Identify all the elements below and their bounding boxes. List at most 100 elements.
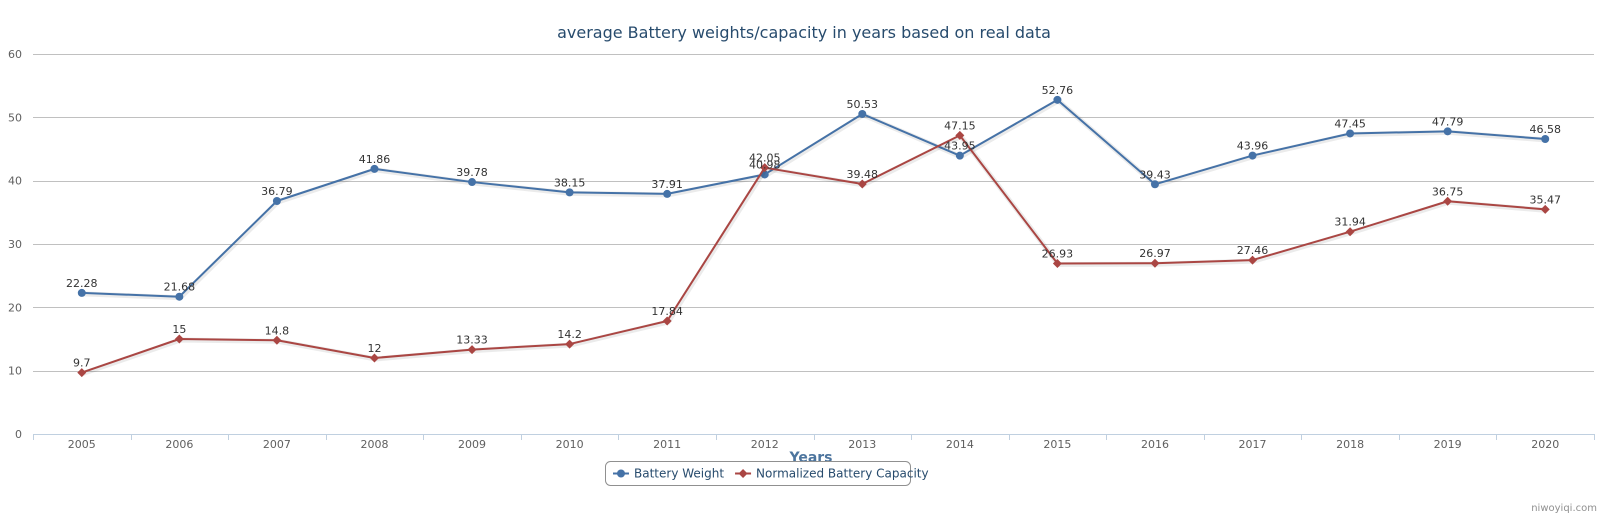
data-label: 26.97 <box>1139 247 1171 260</box>
data-label: 39.78 <box>456 166 488 179</box>
data-point[interactable] <box>272 335 282 345</box>
data-label: 46.58 <box>1529 123 1561 136</box>
legend-box <box>605 461 911 486</box>
x-tick-label: 2018 <box>1336 438 1364 451</box>
data-label: 22.28 <box>66 277 98 290</box>
x-tick-label: 2015 <box>1043 438 1071 451</box>
data-point[interactable] <box>175 292 184 301</box>
data-label: 47.79 <box>1432 115 1464 128</box>
series-shadow <box>82 97 1547 301</box>
x-tick-label: 2008 <box>360 438 388 451</box>
data-point[interactable] <box>1150 180 1159 189</box>
data-label: 26.93 <box>1042 247 1074 260</box>
legend[interactable]: Battery Weight Normalized Battery Capacit… <box>605 461 929 486</box>
data-label: 21.68 <box>164 281 196 294</box>
x-tick-label: 2017 <box>1239 438 1267 451</box>
grid-lines <box>33 54 1594 372</box>
data-label: 15 <box>172 323 186 336</box>
y-tick-label: 20 <box>8 301 22 314</box>
series-line[interactable] <box>81 98 1546 298</box>
data-label: 41.86 <box>359 153 391 166</box>
data-point[interactable] <box>663 189 672 198</box>
data-label: 47.45 <box>1334 117 1366 130</box>
y-tick-label: 60 <box>8 48 22 61</box>
y-tick-label: 0 <box>15 428 22 441</box>
data-point[interactable] <box>565 188 574 197</box>
data-point[interactable] <box>174 334 184 344</box>
y-tick-label: 40 <box>8 175 22 188</box>
legend-item-battery-weight[interactable]: Battery Weight <box>613 467 724 481</box>
data-point[interactable] <box>1053 95 1062 104</box>
data-point[interactable] <box>955 151 964 160</box>
data-point[interactable] <box>370 164 379 173</box>
data-point[interactable] <box>1248 255 1258 265</box>
series-battery-weight <box>77 95 1550 301</box>
data-point[interactable] <box>955 130 965 140</box>
y-tick-label: 10 <box>8 365 22 378</box>
x-tick-label: 2012 <box>751 438 779 451</box>
data-label: 37.91 <box>651 178 683 191</box>
x-tick-label: 2011 <box>653 438 681 451</box>
data-labels: 22.28 21.68 36.79 41.86 39.78 38.15 37.91 40.98… <box>66 84 1561 370</box>
data-label: 43.95 <box>944 140 976 153</box>
data-label: 9.7 <box>73 357 91 370</box>
data-label: 35.47 <box>1529 193 1561 206</box>
data-point[interactable] <box>1540 204 1550 214</box>
y-axis: 0 10 20 30 40 50 60 <box>8 48 22 441</box>
data-label: 39.48 <box>847 168 879 181</box>
data-label: 13.33 <box>456 334 488 347</box>
data-label: 36.79 <box>261 185 293 198</box>
data-label: 50.53 <box>847 98 879 111</box>
data-point[interactable] <box>1150 258 1160 268</box>
x-tick-label: 2016 <box>1141 438 1169 451</box>
data-point[interactable] <box>565 339 575 349</box>
data-point[interactable] <box>1052 258 1062 268</box>
data-label: 17.84 <box>651 305 683 318</box>
data-label: 40.98 <box>749 158 781 171</box>
data-label: 14.8 <box>265 324 290 337</box>
data-label: 38.15 <box>554 176 586 189</box>
legend-item-normalized-battery-capacity[interactable]: Normalized Battery Capacity <box>735 467 929 481</box>
series-line[interactable] <box>81 134 1546 374</box>
x-axis: 2005 2006 2007 2008 2009 2010 2011 2012 2013 2014… <box>33 434 1595 451</box>
data-point[interactable] <box>1443 127 1452 136</box>
x-tick-label: 2007 <box>263 438 291 451</box>
data-point[interactable] <box>1346 129 1355 138</box>
data-point[interactable] <box>1345 227 1355 237</box>
x-tick-label: 2014 <box>946 438 974 451</box>
data-point[interactable] <box>467 345 477 355</box>
x-tick-label: 2009 <box>458 438 486 451</box>
data-point[interactable] <box>1443 196 1453 206</box>
data-label: 42.05 <box>749 152 781 165</box>
series-layer <box>77 95 1550 378</box>
data-point[interactable] <box>857 179 867 189</box>
x-tick-label: 2006 <box>165 438 193 451</box>
data-point[interactable] <box>1248 151 1257 160</box>
data-point[interactable] <box>369 353 379 363</box>
x-tick-label: 2010 <box>556 438 584 451</box>
data-label: 43.96 <box>1237 140 1269 153</box>
legend-marker <box>738 469 748 478</box>
data-point[interactable] <box>662 316 672 326</box>
y-tick-label: 30 <box>8 238 22 251</box>
legend-marker <box>617 469 625 478</box>
data-point[interactable] <box>858 109 867 118</box>
data-point[interactable] <box>468 178 477 187</box>
data-label: 27.46 <box>1237 244 1269 257</box>
data-point[interactable] <box>760 163 770 173</box>
data-point[interactable] <box>77 368 87 378</box>
series-shadow <box>81 133 1547 376</box>
x-tick-label: 2013 <box>848 438 876 451</box>
data-point[interactable] <box>272 196 281 205</box>
data-label: 39.43 <box>1139 168 1171 181</box>
data-point[interactable] <box>1541 134 1550 143</box>
data-label: 36.75 <box>1432 185 1464 198</box>
series-normalized-battery-capacity <box>77 130 1550 378</box>
credit-link[interactable]: niwoyiqi.com <box>1531 503 1597 514</box>
x-tick-label: 2020 <box>1531 438 1559 451</box>
legend-label: Battery Weight <box>634 467 724 481</box>
data-label: 31.94 <box>1334 216 1366 229</box>
data-point[interactable] <box>77 288 86 297</box>
data-label: 52.76 <box>1042 84 1074 97</box>
